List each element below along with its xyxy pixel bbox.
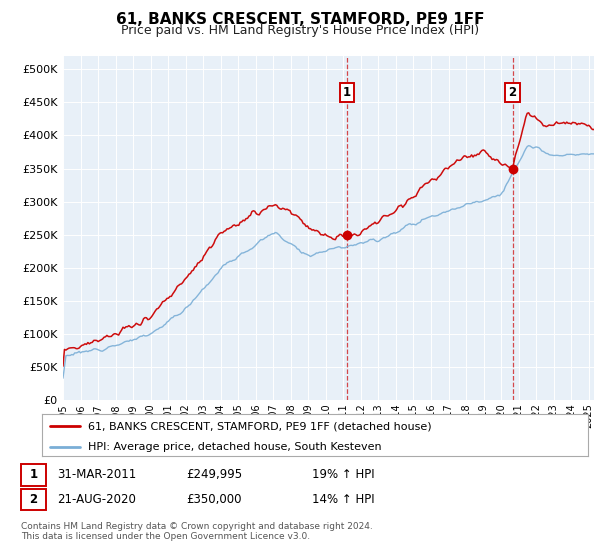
Text: £249,995: £249,995 — [186, 468, 242, 482]
Text: 61, BANKS CRESCENT, STAMFORD, PE9 1FF: 61, BANKS CRESCENT, STAMFORD, PE9 1FF — [116, 12, 484, 27]
Text: 1: 1 — [29, 468, 38, 482]
Text: 14% ↑ HPI: 14% ↑ HPI — [312, 493, 374, 506]
Text: 2: 2 — [508, 86, 517, 99]
Text: 1: 1 — [343, 86, 351, 99]
Text: 31-MAR-2011: 31-MAR-2011 — [57, 468, 136, 482]
Text: Contains HM Land Registry data © Crown copyright and database right 2024.
This d: Contains HM Land Registry data © Crown c… — [21, 522, 373, 542]
Text: 61, BANKS CRESCENT, STAMFORD, PE9 1FF (detached house): 61, BANKS CRESCENT, STAMFORD, PE9 1FF (d… — [88, 421, 432, 431]
Text: 2: 2 — [29, 493, 38, 506]
Text: Price paid vs. HM Land Registry's House Price Index (HPI): Price paid vs. HM Land Registry's House … — [121, 24, 479, 37]
Text: 19% ↑ HPI: 19% ↑ HPI — [312, 468, 374, 482]
Text: £350,000: £350,000 — [186, 493, 241, 506]
Text: 21-AUG-2020: 21-AUG-2020 — [57, 493, 136, 506]
Text: HPI: Average price, detached house, South Kesteven: HPI: Average price, detached house, Sout… — [88, 442, 382, 452]
